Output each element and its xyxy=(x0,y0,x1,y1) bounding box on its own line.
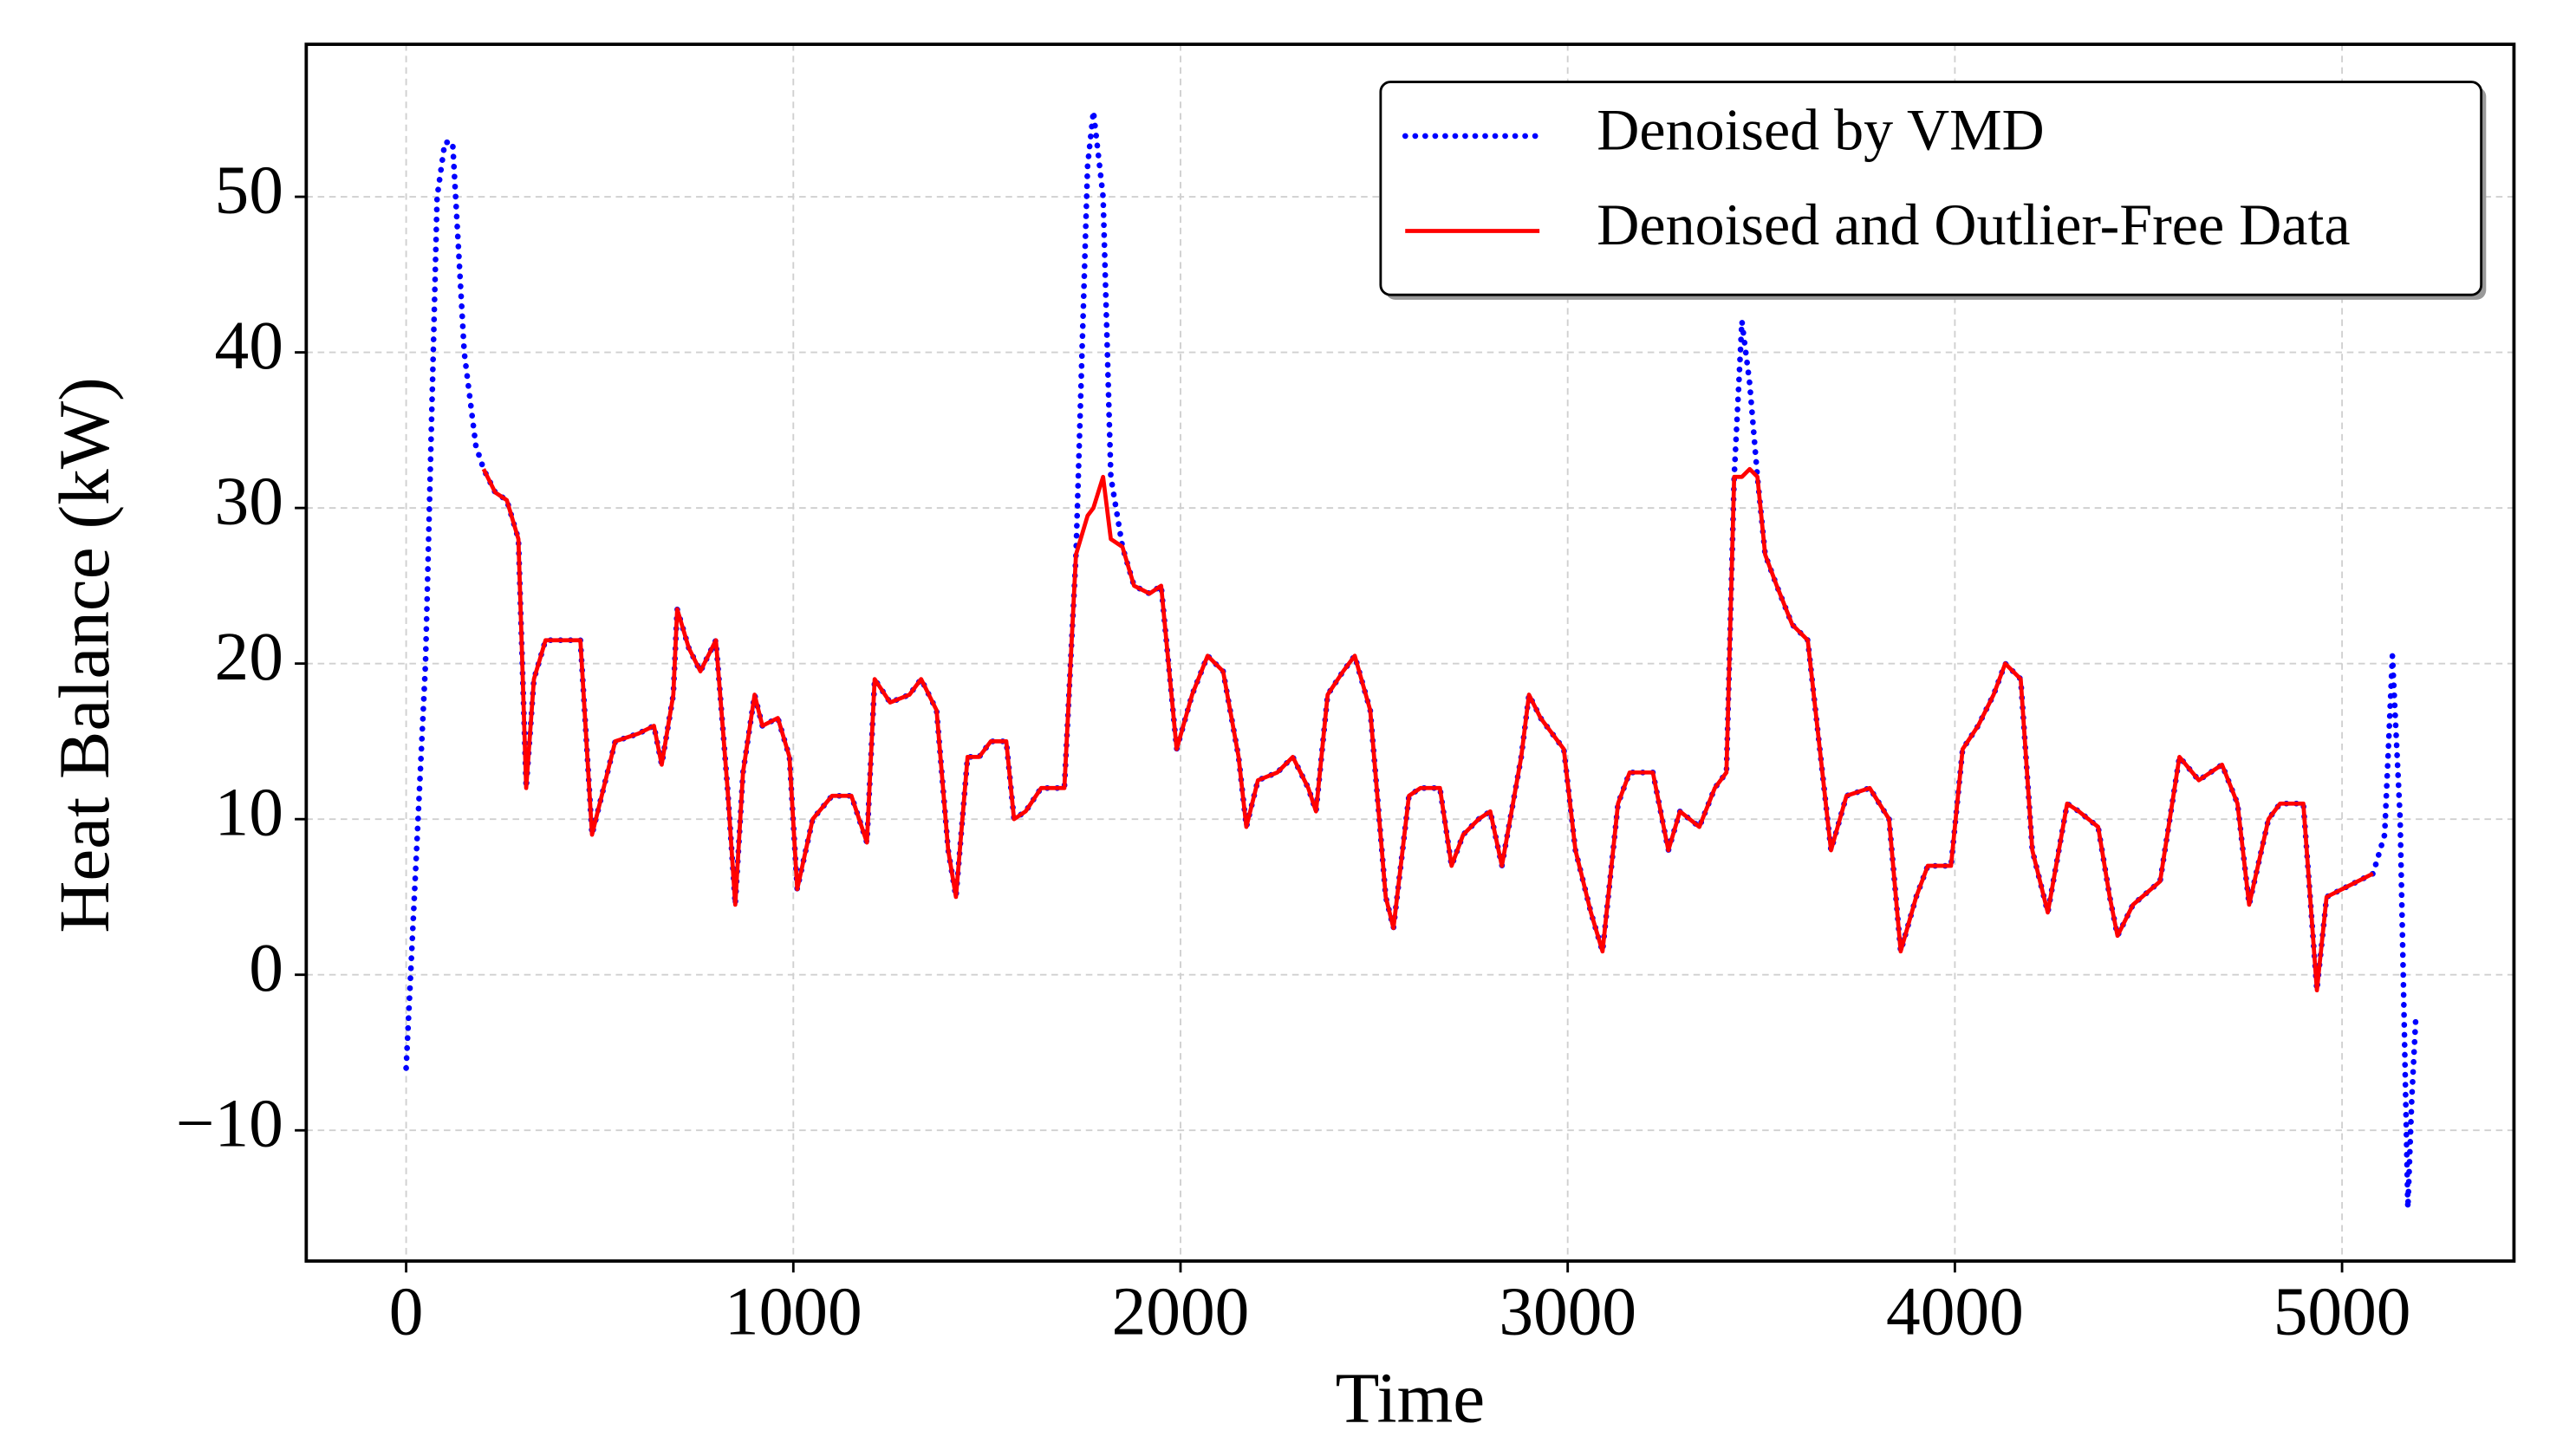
x-tick-label: 0 xyxy=(389,1273,424,1349)
y-tick-label: 20 xyxy=(215,619,283,695)
legend-label: Denoised by VMD xyxy=(1597,97,2044,163)
y-axis-label: Heat Balance (kW) xyxy=(44,377,124,933)
x-tick-label: 2000 xyxy=(1112,1273,1250,1349)
x-tick-label: 5000 xyxy=(2274,1273,2411,1349)
x-tick-label: 3000 xyxy=(1499,1273,1636,1349)
series-line xyxy=(481,466,2374,993)
y-tick-label: 30 xyxy=(215,463,283,539)
x-axis-label: Time xyxy=(1336,1357,1486,1437)
x-tick-label: 1000 xyxy=(725,1273,862,1349)
y-tick-label: 0 xyxy=(249,930,283,1006)
y-tick-label: −10 xyxy=(176,1085,283,1161)
y-tick-label: 50 xyxy=(215,152,283,228)
legend-label: Denoised and Outlier-Free Data xyxy=(1597,192,2350,257)
x-tick-label: 4000 xyxy=(1886,1273,2024,1349)
y-tick-label: 10 xyxy=(215,774,283,850)
y-tick-label: 40 xyxy=(215,308,283,384)
plot-frame xyxy=(304,42,2516,1263)
legend-box xyxy=(1379,81,2483,296)
legend: Denoised by VMD Denoised and Outlier-Free… xyxy=(1379,81,2487,300)
